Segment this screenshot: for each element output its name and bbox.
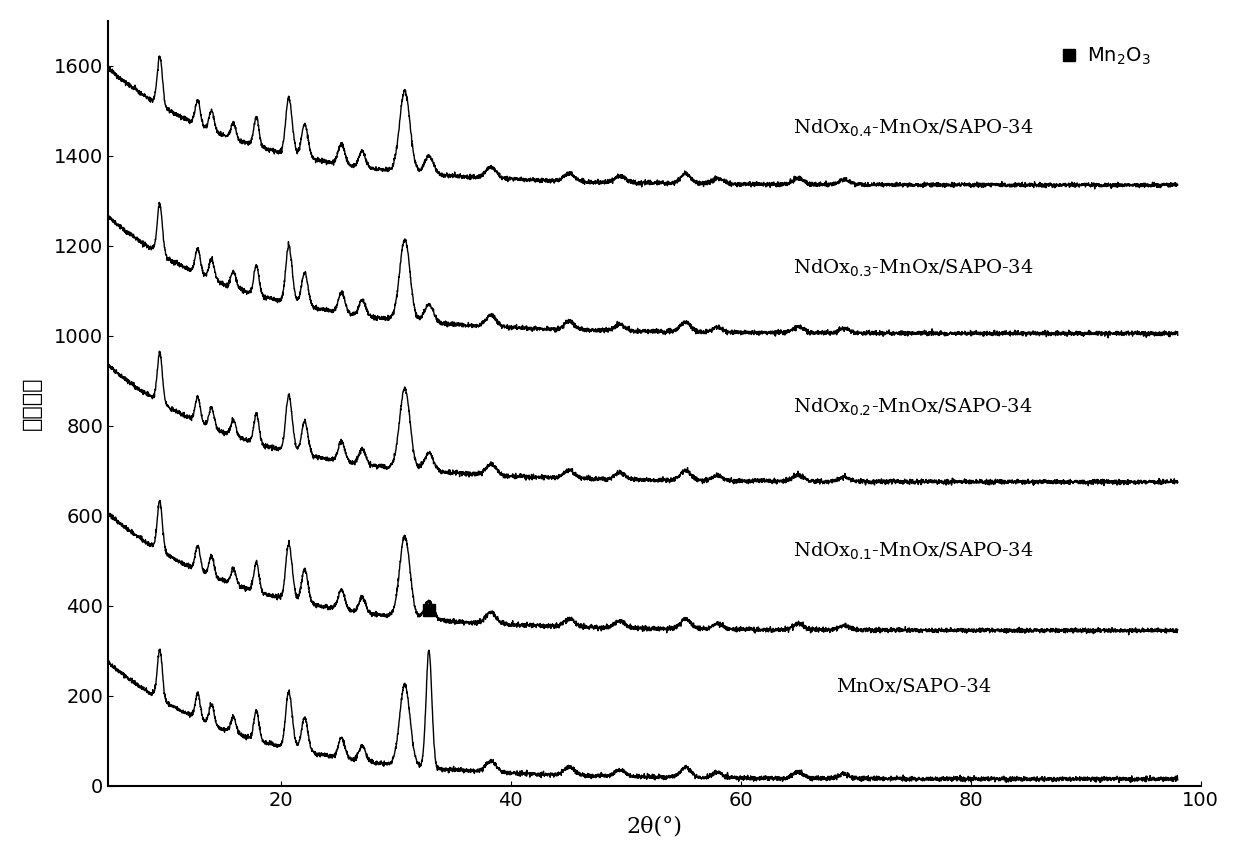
Text: NdOx$_{0.4}$-MnOx/SAPO-34: NdOx$_{0.4}$-MnOx/SAPO-34: [792, 118, 1033, 140]
Text: NdOx$_{0.3}$-MnOx/SAPO-34: NdOx$_{0.3}$-MnOx/SAPO-34: [792, 257, 1033, 279]
Text: MnOx/SAPO-34: MnOx/SAPO-34: [836, 678, 991, 696]
X-axis label: 2θ(°): 2θ(°): [626, 815, 682, 837]
Text: NdOx$_{0.1}$-MnOx/SAPO-34: NdOx$_{0.1}$-MnOx/SAPO-34: [792, 541, 1033, 563]
Legend: Mn$_2$O$_3$: Mn$_2$O$_3$: [1054, 39, 1158, 75]
Text: NdOx$_{0.2}$-MnOx/SAPO-34: NdOx$_{0.2}$-MnOx/SAPO-34: [794, 397, 1033, 419]
Y-axis label: 相对强度: 相对强度: [21, 377, 43, 430]
